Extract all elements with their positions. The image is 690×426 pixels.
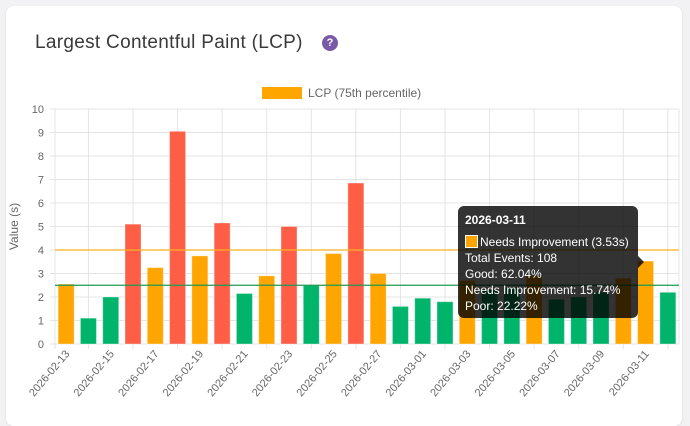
x-tick-label: 2026-02-27 xyxy=(339,348,384,399)
y-tick-label: 3 xyxy=(38,269,44,281)
x-tick-label: 2026-03-11 xyxy=(607,348,652,398)
tooltip-total-events: Total Events: 108 xyxy=(465,251,558,265)
tooltip-arrow xyxy=(638,256,644,268)
x-tick-label: 2026-03-01 xyxy=(384,348,429,399)
tooltip-status: Needs Improvement (3.53s) xyxy=(480,235,629,249)
y-tick-label: 7 xyxy=(38,175,44,187)
bar xyxy=(191,255,209,345)
bar xyxy=(414,297,432,345)
y-tick-label: 9 xyxy=(38,128,44,140)
x-tick-label: 2026-03-03 xyxy=(428,348,473,399)
bar xyxy=(325,253,343,345)
x-tick-label: 2026-02-19 xyxy=(161,348,206,399)
tooltip-poor: Poor: 22.22% xyxy=(465,299,538,313)
x-tick-label: 2026-02-15 xyxy=(72,348,117,399)
y-tick-label: 1 xyxy=(38,316,44,328)
bar xyxy=(369,273,387,345)
x-tick-label: 2026-03-05 xyxy=(473,348,518,399)
x-tick-label: 2026-02-21 xyxy=(205,348,250,399)
bar xyxy=(102,296,120,345)
bar xyxy=(235,292,253,345)
bar xyxy=(391,305,409,345)
y-tick-label: 5 xyxy=(38,222,44,234)
bar xyxy=(57,283,75,345)
tooltip-needs-improvement: Needs Improvement: 15.74% xyxy=(465,283,621,297)
legend-label: LCP (75th percentile) xyxy=(308,86,421,100)
legend-swatch xyxy=(262,87,302,99)
y-tick-label: 8 xyxy=(38,151,44,163)
y-tick-label: 2 xyxy=(38,292,44,304)
bar xyxy=(637,260,655,345)
y-tick-label: 6 xyxy=(38,198,44,210)
x-tick-label: 2026-02-13 xyxy=(27,348,72,399)
bar xyxy=(347,182,365,345)
bar xyxy=(213,222,231,345)
question-circle-icon[interactable]: ? xyxy=(322,35,338,51)
x-tick-label: 2026-02-25 xyxy=(295,348,340,399)
bar xyxy=(169,130,187,345)
bar xyxy=(258,275,276,345)
bar xyxy=(79,317,97,345)
bar xyxy=(436,301,454,345)
tooltip-date: 2026-03-11 xyxy=(465,213,526,227)
bar xyxy=(124,223,142,345)
bar xyxy=(146,267,164,345)
x-tick-label: 2026-03-09 xyxy=(562,348,607,399)
tooltip-good: Good: 62.04% xyxy=(465,267,542,281)
y-tick-label: 10 xyxy=(32,104,44,116)
card-title: Largest Contentful Paint (LCP) xyxy=(35,32,303,53)
bar xyxy=(302,284,320,345)
chart-tooltip: 2026-03-11 Needs Improvement (3.53s) Tot… xyxy=(458,206,638,318)
y-axis-label: Value (s) xyxy=(7,203,21,250)
x-tick-label: 2026-02-23 xyxy=(250,348,295,399)
x-tick-label: 2026-02-17 xyxy=(116,348,161,399)
y-tick-label: 0 xyxy=(38,339,44,351)
bar xyxy=(659,291,677,345)
tooltip-swatch xyxy=(465,235,478,248)
x-tick-label: 2026-03-07 xyxy=(517,348,562,399)
y-tick-label: 4 xyxy=(38,245,44,257)
